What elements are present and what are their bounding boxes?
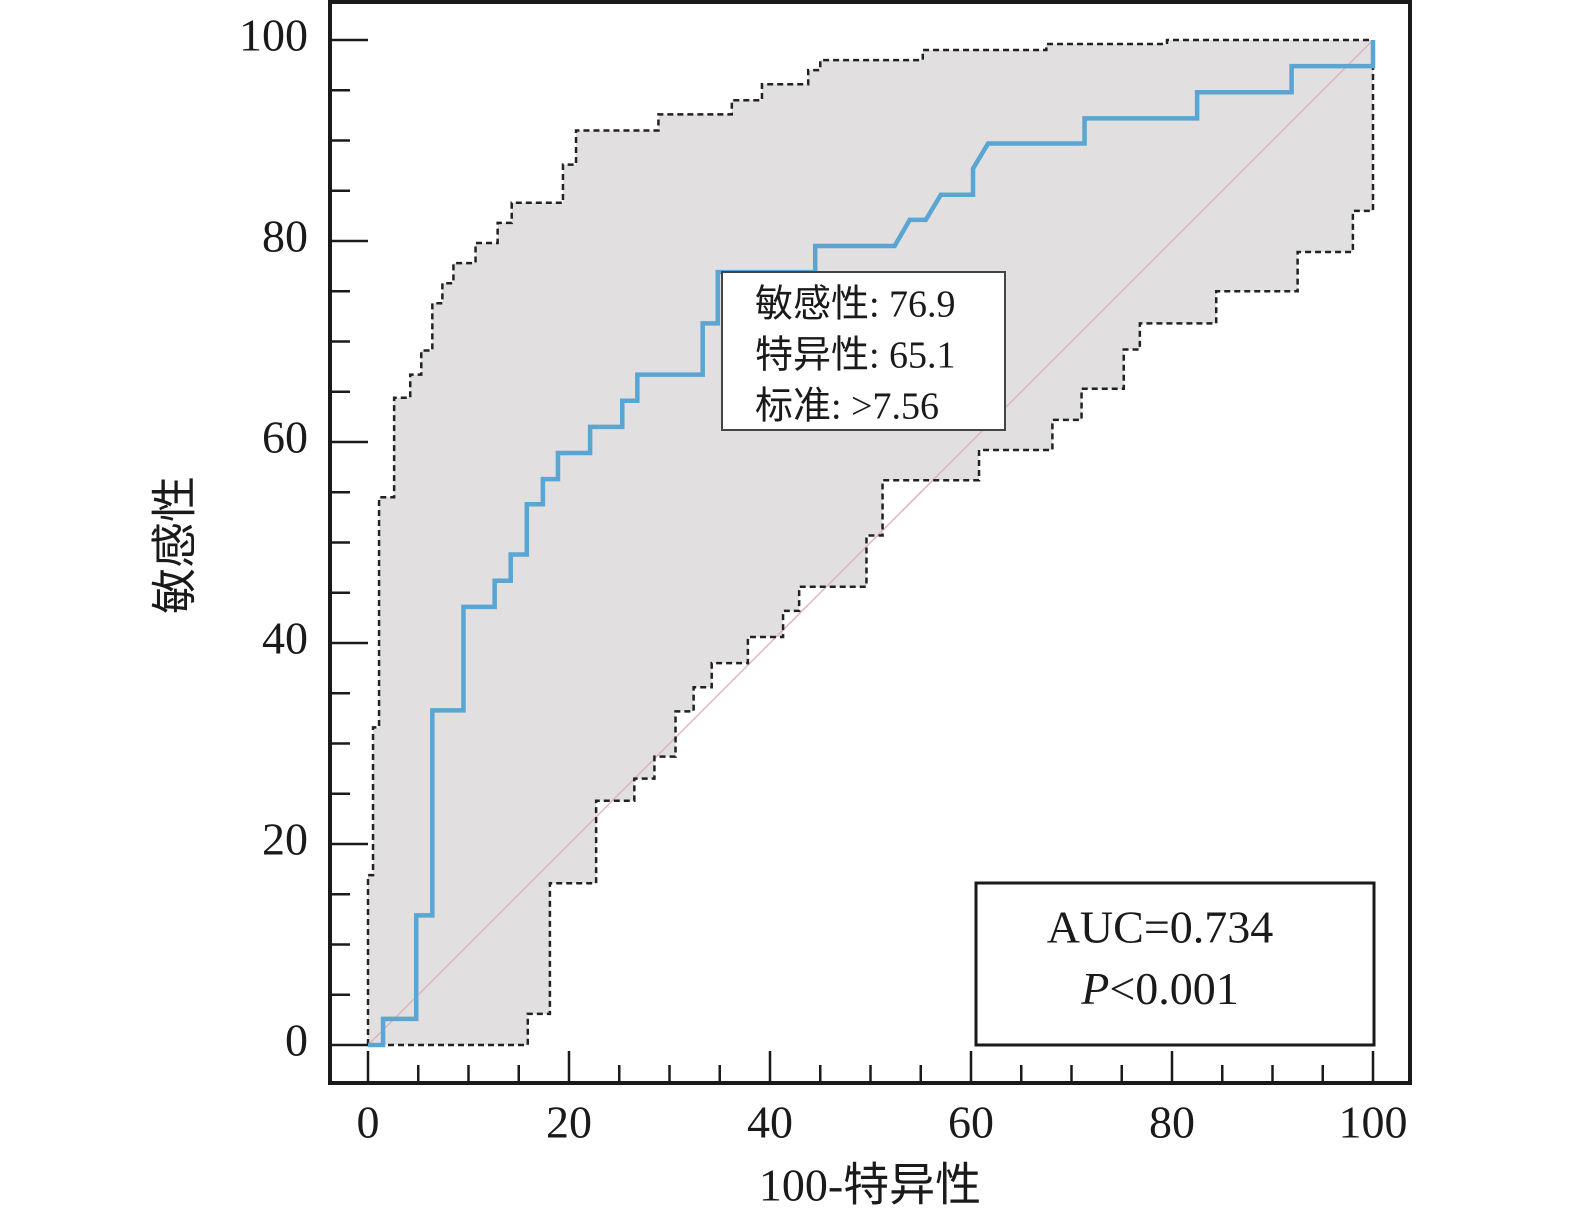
x-tick-label: 20 xyxy=(546,1097,592,1148)
x-tick-label: 100 xyxy=(1339,1097,1408,1148)
lower-ci-line xyxy=(368,40,1375,1047)
y-axis-label: 敏感性 xyxy=(150,476,201,614)
p-value: <0.001 xyxy=(1109,963,1238,1014)
cutoff-text: 敏感性: 76.9 xyxy=(755,284,956,326)
upper-ci-line xyxy=(366,38,1373,1045)
reference-line xyxy=(367,39,1374,1046)
y-tick-label: 20 xyxy=(262,814,308,865)
y-tick-label: 40 xyxy=(262,613,308,664)
y-tick-label: 60 xyxy=(262,412,308,463)
roc-curve xyxy=(368,40,1376,1048)
p-symbol: P xyxy=(1080,963,1109,1014)
cutoff-text: 标准: >7.56 xyxy=(755,386,939,428)
p-text: P<0.001 xyxy=(1080,963,1239,1014)
y-tick-label: 0 xyxy=(285,1015,308,1066)
x-tick-label: 80 xyxy=(1149,1097,1195,1148)
cutoff-text: 特异性: 65.1 xyxy=(755,335,956,377)
cutoff-box xyxy=(721,271,1006,431)
y-tick-label: 80 xyxy=(262,211,308,262)
y-tick-label: 100 xyxy=(239,10,308,61)
auc-text: AUC=0.734 xyxy=(1047,902,1274,953)
x-tick-label: 60 xyxy=(948,1097,994,1148)
x-axis-label: 100-特异性 xyxy=(759,1160,981,1211)
x-tick-label: 0 xyxy=(357,1097,380,1148)
auc-box xyxy=(974,881,1376,1047)
x-tick-label: 40 xyxy=(747,1097,793,1148)
